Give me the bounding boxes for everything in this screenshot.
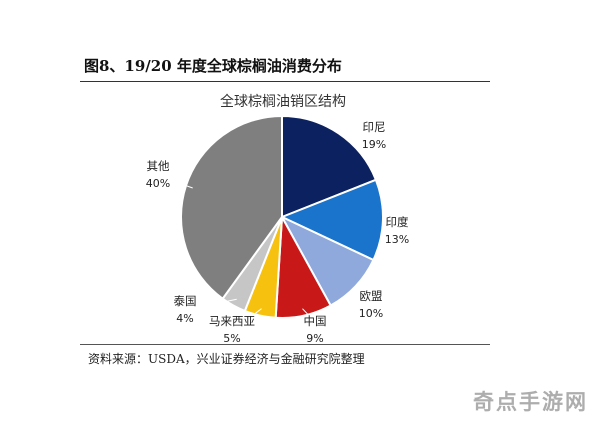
leader-line [243, 308, 262, 323]
slice-percent-label: 10% [359, 307, 383, 320]
slice-percent-label: 5% [223, 332, 240, 345]
slice-label: 中国 [304, 314, 327, 328]
slice-percent-label: 13% [385, 233, 409, 246]
source-note: 资料来源：USDA，兴业证券经济与金融研究院整理 [88, 352, 365, 366]
slice-label: 印度 [386, 215, 409, 229]
pie-slices [180, 114, 384, 319]
slice-label: 泰国 [174, 294, 197, 308]
leader-line [302, 308, 316, 323]
chart-title: 全球棕榈油销区结构 [220, 93, 346, 110]
leader-lines [172, 180, 316, 323]
leader-line [172, 180, 193, 189]
watermark-text: 奇点手游网 [473, 390, 588, 414]
slice-label: 欧盟 [360, 289, 383, 303]
leader-line [199, 298, 237, 308]
pie-slice [281, 114, 378, 219]
slice-label: 马来西亚 [209, 314, 255, 328]
slice-percent-label: 9% [306, 332, 323, 345]
slice-label: 其他 [147, 159, 170, 173]
slice-percent-label: 19% [362, 138, 386, 151]
title-rule [80, 81, 490, 82]
pie-slice [279, 178, 384, 262]
source-rule [80, 344, 490, 345]
slice-labels: 印尼 19% 印度 13% 欧盟 10% 中国 9% 马来西亚 5% 泰国 4% 其他 40% [146, 120, 409, 345]
slice-percent-label: 40% [146, 177, 170, 190]
slice-label: 印尼 [363, 120, 386, 134]
slice-percent-label: 4% [176, 312, 193, 325]
figure-title: 图8、19/20 年度全球棕榈油消费分布 [84, 57, 342, 75]
